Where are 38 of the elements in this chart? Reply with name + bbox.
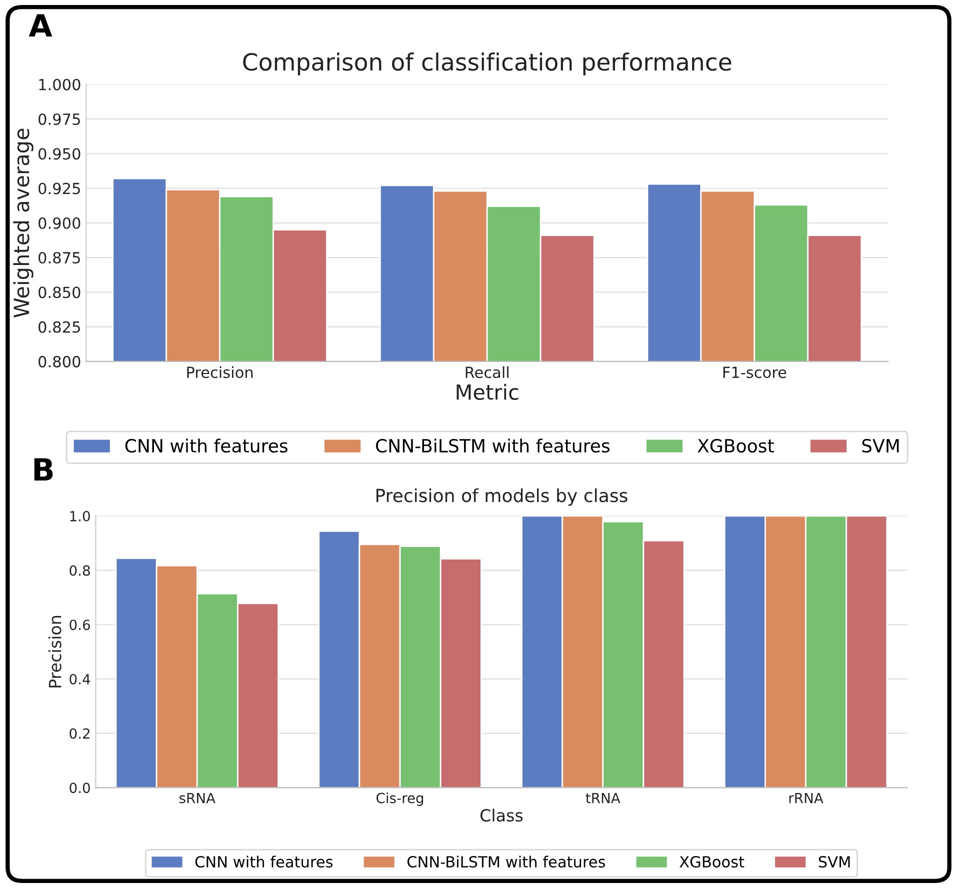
x-tick-label: F1-score xyxy=(723,366,786,378)
y-tick-label: 0.800 xyxy=(38,356,80,368)
legend-label: SVM xyxy=(862,438,899,453)
legend-label: CNN with features xyxy=(125,438,288,453)
x-tick-label: Recall xyxy=(466,366,508,378)
text: A xyxy=(28,14,52,37)
legend-label: CNN with features xyxy=(195,856,333,868)
y-tick-label: 0.8 xyxy=(70,565,90,576)
x-axis-title: Metric xyxy=(456,384,518,400)
x-axis-title: Class xyxy=(480,808,523,822)
y-tick-label: 0.950 xyxy=(38,148,80,160)
y-axis-title: Weighted average xyxy=(13,128,34,318)
y-tick-label: 0.0 xyxy=(70,782,90,794)
legend-label: XGBoost xyxy=(680,856,744,868)
y-tick-label: 0.925 xyxy=(38,182,80,194)
y-tick-label: 0.4 xyxy=(70,674,90,684)
x-tick-label: sRNA xyxy=(180,792,216,804)
x-tick-label: Precision xyxy=(187,366,253,378)
y-tick-label: 0.850 xyxy=(38,286,80,298)
y-tick-label: 0.6 xyxy=(70,620,90,630)
x-tick-label: Cis-reg xyxy=(376,792,424,806)
y-tick-label: 1.0 xyxy=(70,510,90,522)
y-tick-label: 0.2 xyxy=(70,728,90,739)
text: B xyxy=(34,458,53,481)
y-axis-title: Precision xyxy=(48,616,62,688)
y-tick-label: 0.900 xyxy=(38,217,80,229)
legend-label: SVM xyxy=(818,856,850,868)
y-tick-label: 0.875 xyxy=(38,252,80,264)
legend-label: CNN-BiLSTM with features xyxy=(407,856,606,868)
y-tick-label: 0.975 xyxy=(38,113,80,126)
x-tick-label: rRNA xyxy=(789,792,824,804)
chart-title: Precision of models by class xyxy=(376,488,628,506)
y-tick-label: 0.825 xyxy=(38,321,80,333)
legend-label: XGBoost xyxy=(698,438,774,453)
legend-label: CNN-BiLSTM with features xyxy=(376,438,610,453)
chart-title: Comparison of classification performance xyxy=(243,52,732,76)
x-tick-label: tRNA xyxy=(586,792,620,804)
y-tick-label: 1.000 xyxy=(39,78,80,90)
